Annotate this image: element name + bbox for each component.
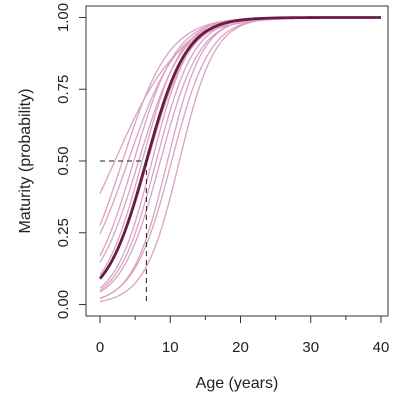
x-axis-label: Age (years) [196,375,279,392]
x-tick-label: 40 [373,339,390,356]
x-axis: 0 10 20 30 40 [96,316,389,356]
y-tick-label: 0.25 [55,218,72,247]
x-tick-label: 0 [96,339,104,356]
sample-curve [99,16,381,289]
reference-lines [100,160,147,305]
x-tick-label: 20 [232,339,249,356]
y-axis: 0.00 0.25 0.50 0.75 1.00 [55,3,86,319]
sample-curve [99,16,381,300]
y-axis-label: Maturity (probability) [17,89,34,234]
sample-curve [99,16,381,276]
sample-curve [99,16,381,256]
sample-curve [99,16,381,235]
y-tick-label: 0.00 [55,290,72,319]
x-tick-label: 10 [162,339,179,356]
curves-layer [98,16,381,303]
y-tick-label: 0.50 [55,146,72,175]
y-tick-label: 0.75 [55,75,72,104]
y-tick-label: 1.00 [55,3,72,32]
main-curve [98,16,381,280]
x-tick-label: 30 [302,339,319,356]
sample-curve [99,16,381,299]
